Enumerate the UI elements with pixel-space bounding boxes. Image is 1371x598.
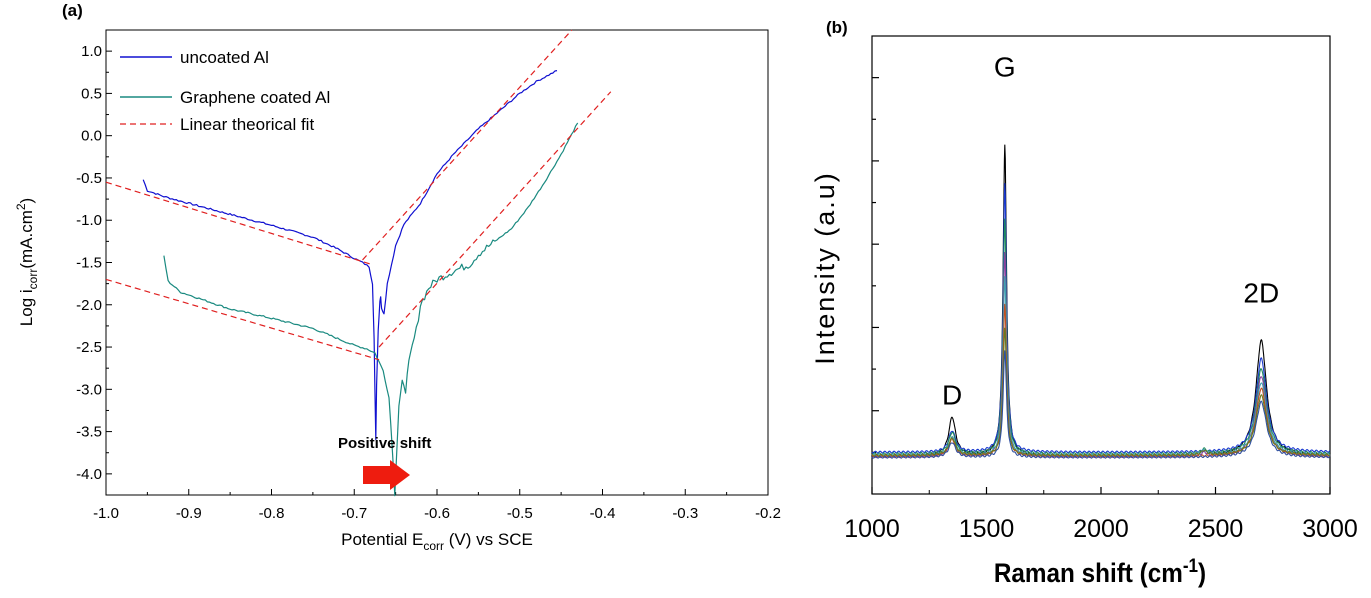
peak-label: D [942, 380, 962, 411]
linear-fit-line [105, 278, 380, 361]
y-tick-label: 0.5 [81, 85, 102, 102]
y-tick-label: -0.5 [76, 170, 102, 187]
panel-a-x-ticks: -1.0 -0.9 -0.8 -0.7 -0.6 -0.5 -0.4 -0.3 -0.2 [93, 489, 781, 522]
panel-a-x-axis-label: Potential Ecorr (V) vs SCE [341, 530, 533, 553]
panel-b-x-axis-label: Raman shift (cm-1) [994, 555, 1206, 588]
y-tick-label: 1.0 [81, 43, 102, 60]
y-tick-label: -2.0 [76, 297, 102, 314]
x-tick-label: 2000 [1073, 515, 1129, 543]
x-tick-label: -0.6 [424, 505, 450, 522]
legend-label-fit: Linear theorical fit [180, 115, 314, 134]
panel-b-label: (b) [826, 18, 848, 37]
raman-spectrum [871, 350, 1331, 459]
raman-spectrum [871, 327, 1331, 457]
panel-b: (b) 1000 1500 2000 2500 3000 D G 2D Raman shif… [810, 18, 1358, 588]
panel-a: (a) -1.0 -0.9 -0.8 -0.7 -0.6 -0.5 -0.4 -0.3 -0.2… [14, 1, 781, 553]
x-tick-label: 3000 [1302, 515, 1358, 543]
panel-a-legend: uncoated Al Graphene coated Al Linear th… [120, 48, 330, 134]
legend-label-uncoated: uncoated Al [180, 48, 269, 67]
y-tick-label: -4.0 [76, 466, 102, 483]
panel-a-y-ticks: -4.0 -3.5 -3.0 -2.5 -2.0 -1.5 -1.0 -0.5 0.0 0.5 1.… [76, 29, 112, 483]
raman-spectrum [871, 218, 1331, 456]
raman-spectrum [871, 303, 1330, 458]
panel-a-y-axis-label: Log icorr(mA.cm2) [14, 198, 40, 326]
panel-b-x-ticks: 1000 1500 2000 2500 3000 [844, 487, 1358, 543]
positive-shift-annotation: Positive shift [338, 435, 431, 452]
y-tick-label: -1.0 [76, 212, 102, 229]
y-tick-label: 0.0 [81, 128, 102, 145]
x-tick-label: -0.5 [507, 505, 533, 522]
y-tick-label: -3.5 [76, 424, 102, 441]
panel-a-series [105, 29, 612, 497]
x-tick-label: -0.9 [176, 505, 202, 522]
panel-b-peak-labels: D G 2D [942, 52, 1279, 411]
panel-b-spectra [871, 144, 1331, 459]
x-tick-label: -0.7 [341, 505, 367, 522]
positive-shift-arrow-icon [363, 460, 410, 490]
y-tick-label: -3.0 [76, 381, 102, 398]
linear-fit-line [105, 181, 371, 265]
y-tick-label: -1.5 [76, 255, 102, 272]
panel-b-y-ticks [872, 77, 879, 453]
x-tick-label: 1500 [959, 515, 1015, 543]
linear-fit-line [362, 29, 573, 261]
x-tick-label: -1.0 [93, 505, 119, 522]
y-tick-label: -2.5 [76, 339, 102, 356]
raman-spectrum [871, 183, 1331, 454]
x-tick-label: -0.8 [259, 505, 285, 522]
x-tick-label: -0.3 [672, 505, 698, 522]
legend-label-graphene: Graphene coated Al [180, 88, 330, 107]
panel-b-plot-frame [871, 35, 1331, 495]
panel-a-label: (a) [62, 1, 83, 20]
x-tick-label: 2500 [1188, 515, 1244, 543]
peak-label: G [994, 52, 1016, 83]
peak-label: 2D [1243, 277, 1279, 308]
graphene-coated-al-curve [163, 122, 579, 497]
x-tick-label: -0.2 [755, 505, 781, 522]
x-tick-label: -0.4 [590, 505, 616, 522]
linear-fit-line [378, 91, 612, 348]
x-tick-label: 1000 [844, 515, 900, 543]
panel-b-y-axis-label: Intensity (a.u) [810, 171, 840, 365]
